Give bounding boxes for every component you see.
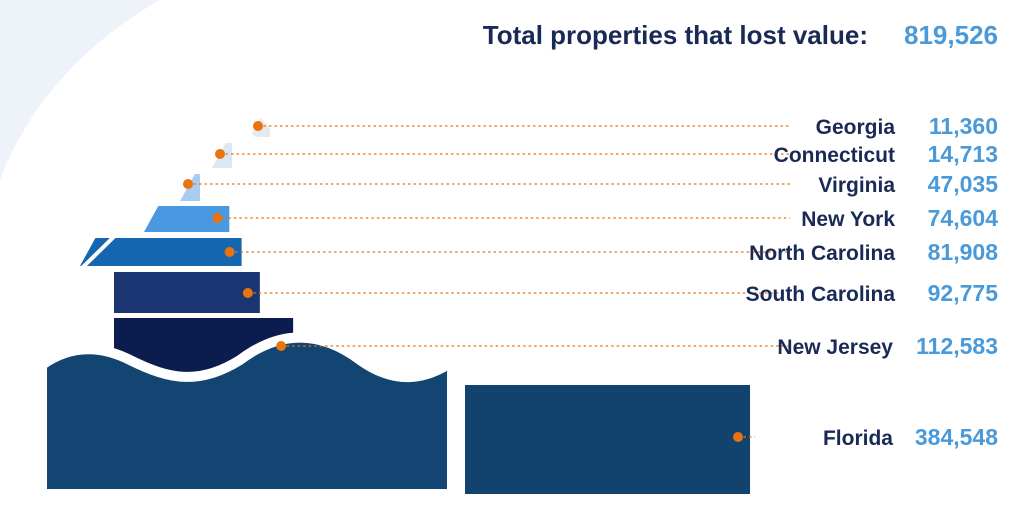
category-label: New York (801, 208, 895, 231)
bar-marker-dot (183, 179, 193, 189)
bar-south-carolina (114, 271, 260, 313)
bar-marker-dot (276, 341, 287, 351)
bar-marker-dot (253, 121, 263, 131)
value-label: 92,775 (928, 280, 999, 306)
value-label: 11,360 (929, 113, 998, 139)
bar-marker-dot (215, 149, 225, 159)
category-label: New Jersey (777, 336, 893, 359)
bar-marker-dot (224, 247, 235, 257)
value-label: 47,035 (928, 171, 999, 197)
bar-marker-dot (212, 213, 223, 223)
bar-marker-dot (242, 288, 253, 298)
category-label: South Carolina (746, 283, 896, 306)
value-label: 112,583 (916, 333, 998, 359)
category-label: Connecticut (774, 144, 895, 167)
background-arc (0, 0, 160, 180)
water-wave (37, 332, 457, 499)
bar-north-carolina (80, 238, 242, 266)
category-label: Georgia (816, 116, 896, 139)
labels-layer: Georgia 11,360 Connecticut 14,713 Virginia 47… (746, 113, 999, 450)
bar-new-york (144, 206, 230, 232)
house-eave-outline (75, 116, 395, 272)
chart-title: Total properties that lost value: (483, 20, 868, 50)
total-value: 819,526 (904, 20, 998, 50)
leaders-layer (183, 121, 790, 442)
water-layer (37, 108, 465, 500)
value-label: 384,548 (915, 424, 998, 450)
value-label: 74,604 (928, 205, 999, 231)
category-label: Florida (823, 427, 893, 450)
house-roof-outline (258, 108, 404, 380)
value-label: 81,908 (928, 239, 999, 265)
category-label: Virginia (818, 174, 895, 197)
bar-marker-dot (733, 432, 744, 442)
category-label: North Carolina (749, 242, 895, 265)
value-label: 14,713 (928, 141, 998, 167)
